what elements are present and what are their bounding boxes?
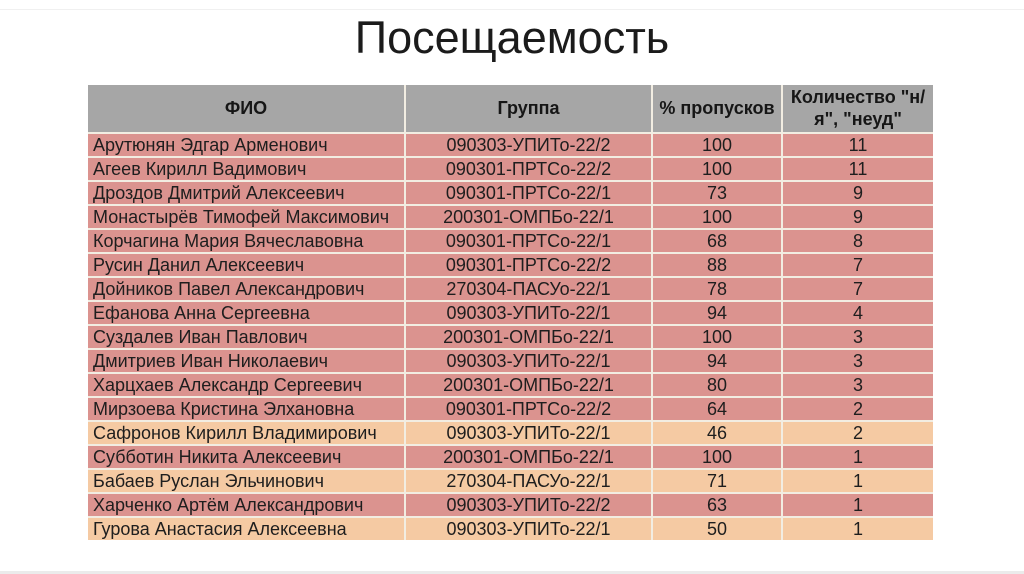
fail-count-cell: 11 <box>782 157 933 182</box>
student-name-cell: Дроздов Дмитрий Алексеевич <box>88 181 406 206</box>
student-name-cell: Субботин Никита Алексеевич <box>88 445 406 470</box>
group-cell: 200301-ОМПБо-22/1 <box>405 445 653 470</box>
table-row: Монастырёв Тимофей Максимович 200301-ОМПБ… <box>88 205 933 230</box>
student-name-cell: Харцхаев Александр Сергеевич <box>88 373 406 398</box>
slide-top-edge <box>0 9 1024 10</box>
student-name-cell: Агеев Кирилл Вадимович <box>88 157 406 182</box>
table-row: Сафронов Кирилл Владимирович 090303-УПИТо… <box>88 421 933 446</box>
table-row: Агеев Кирилл Вадимович 090301-ПРТСо-22/2 1… <box>88 157 933 182</box>
fail-count-cell: 1 <box>782 517 933 540</box>
table-row: Харцхаев Александр Сергеевич 200301-ОМПБо… <box>88 373 933 398</box>
fail-count-cell: 1 <box>782 493 933 518</box>
group-cell: 090303-УПИТо-22/1 <box>405 301 653 326</box>
student-name-cell: Бабаев Руслан Эльчинович <box>88 469 406 494</box>
fail-count-cell: 8 <box>782 229 933 254</box>
group-cell: 090303-УПИТо-22/2 <box>405 493 653 518</box>
student-name-cell: Суздалев Иван Павлович <box>88 325 406 350</box>
table-header-row: ФИО Группа% пропусков Количество "н/я", "н… <box>88 85 933 134</box>
student-name-cell: Арутюнян Эдгар Арменович <box>88 133 406 158</box>
table-row: Дмитриев Иван Николаевич 090303-УПИТо-22/… <box>88 349 933 374</box>
fail-count-cell: 2 <box>782 421 933 446</box>
absence-percent-cell: 71 <box>652 469 783 494</box>
group-cell: 090301-ПРТСо-22/2 <box>405 253 653 278</box>
table-row: Дроздов Дмитрий Алексеевич 090301-ПРТСо-2… <box>88 181 933 206</box>
group-cell: 090301-ПРТСо-22/2 <box>405 157 653 182</box>
fail-count-cell: 3 <box>782 325 933 350</box>
group-cell: 200301-ОМПБо-22/1 <box>405 205 653 230</box>
student-name-cell: Корчагина Мария Вячеславовна <box>88 229 406 254</box>
absence-percent-cell: 63 <box>652 493 783 518</box>
absence-percent-cell: 100 <box>652 205 783 230</box>
absence-percent-cell: 64 <box>652 397 783 422</box>
fail-count-cell: 7 <box>782 277 933 302</box>
table-row: Корчагина Мария Вячеславовна 090301-ПРТСо… <box>88 229 933 254</box>
absence-percent-cell: 100 <box>652 445 783 470</box>
group-cell: 090303-УПИТо-22/2 <box>405 133 653 158</box>
group-cell: 200301-ОМПБо-22/1 <box>405 373 653 398</box>
fail-count-cell: 9 <box>782 205 933 230</box>
absence-percent-cell: 80 <box>652 373 783 398</box>
fail-count-cell: 7 <box>782 253 933 278</box>
slide-bottom-edge <box>0 571 1024 574</box>
fail-count-cell: 2 <box>782 397 933 422</box>
student-name-cell: Ефанова Анна Сергеевна <box>88 301 406 326</box>
group-cell: 270304-ПАСУо-22/1 <box>405 277 653 302</box>
student-name-cell: Монастырёв Тимофей Максимович <box>88 205 406 230</box>
column-header-group: Группа <box>405 85 653 134</box>
student-name-cell: Русин Данил Алексеевич <box>88 253 406 278</box>
group-cell: 090301-ПРТСо-22/1 <box>405 229 653 254</box>
page-title: Посещаемость <box>354 12 670 63</box>
table-row: Суздалев Иван Павлович 200301-ОМПБо-22/1 1… <box>88 325 933 350</box>
group-cell: 090301-ПРТСо-22/1 <box>405 181 653 206</box>
student-name-cell: Мирзоева Кристина Элхановна <box>88 397 406 422</box>
column-header-fio: ФИО <box>88 85 406 134</box>
table-row: Субботин Никита Алексеевич 200301-ОМПБо-2… <box>88 445 933 470</box>
student-name-cell: Дойников Павел Александрович <box>88 277 406 302</box>
fail-count-cell: 3 <box>782 373 933 398</box>
absence-percent-cell: 50 <box>652 517 783 540</box>
absence-percent-cell: 73 <box>652 181 783 206</box>
student-name-cell: Дмитриев Иван Николаевич <box>88 349 406 374</box>
group-cell: 090303-УПИТо-22/1 <box>405 349 653 374</box>
table-row: Ефанова Анна Сергеевна 090303-УПИТо-22/1 9… <box>88 301 933 326</box>
group-cell: 270304-ПАСУо-22/1 <box>405 469 653 494</box>
absence-percent-cell: 46 <box>652 421 783 446</box>
table-header: ФИО Группа% пропусков Количество "н/я", "н… <box>88 85 933 134</box>
table-row: Арутюнян Эдгар Арменович 090303-УПИТо-22/… <box>88 133 933 158</box>
group-cell: 090301-ПРТСо-22/2 <box>405 397 653 422</box>
table-row: Харченко Артём Александрович 090303-УПИТо… <box>88 493 933 518</box>
table-body: Арутюнян Эдгар Арменович 090303-УПИТо-22/… <box>88 133 933 540</box>
fail-count-cell: 1 <box>782 445 933 470</box>
absence-percent-cell: 78 <box>652 277 783 302</box>
fail-count-cell: 4 <box>782 301 933 326</box>
column-header-count: Количество "н/я", "неуд" <box>782 85 933 134</box>
absence-percent-cell: 88 <box>652 253 783 278</box>
absence-percent-cell: 68 <box>652 229 783 254</box>
fail-count-cell: 9 <box>782 181 933 206</box>
student-name-cell: Гурова Анастасия Алексеевна <box>88 517 406 540</box>
table-row: Дойников Павел Александрович 270304-ПАСУо… <box>88 277 933 302</box>
table-row: Бабаев Руслан Эльчинович 270304-ПАСУо-22/… <box>88 469 933 494</box>
table-row: Мирзоева Кристина Элхановна 090301-ПРТСо-… <box>88 397 933 422</box>
group-cell: 090303-УПИТо-22/1 <box>405 517 653 540</box>
table-row: Гурова Анастасия Алексеевна 090303-УПИТо-… <box>88 517 933 540</box>
absence-percent-cell: 100 <box>652 133 783 158</box>
table-row: Русин Данил Алексеевич 090301-ПРТСо-22/2 8… <box>88 253 933 278</box>
group-cell: 200301-ОМПБо-22/1 <box>405 325 653 350</box>
absence-percent-cell: 94 <box>652 301 783 326</box>
student-name-cell: Сафронов Кирилл Владимирович <box>88 421 406 446</box>
fail-count-cell: 11 <box>782 133 933 158</box>
fail-count-cell: 1 <box>782 469 933 494</box>
fail-count-cell: 3 <box>782 349 933 374</box>
student-name-cell: Харченко Артём Александрович <box>88 493 406 518</box>
attendance-table: ФИО Группа% пропусков Количество "н/я", "н… <box>88 85 933 540</box>
absence-percent-cell: 100 <box>652 325 783 350</box>
absence-percent-cell: 100 <box>652 157 783 182</box>
group-cell: 090303-УПИТо-22/1 <box>405 421 653 446</box>
column-header-percent: % пропусков <box>652 85 783 134</box>
absence-percent-cell: 94 <box>652 349 783 374</box>
